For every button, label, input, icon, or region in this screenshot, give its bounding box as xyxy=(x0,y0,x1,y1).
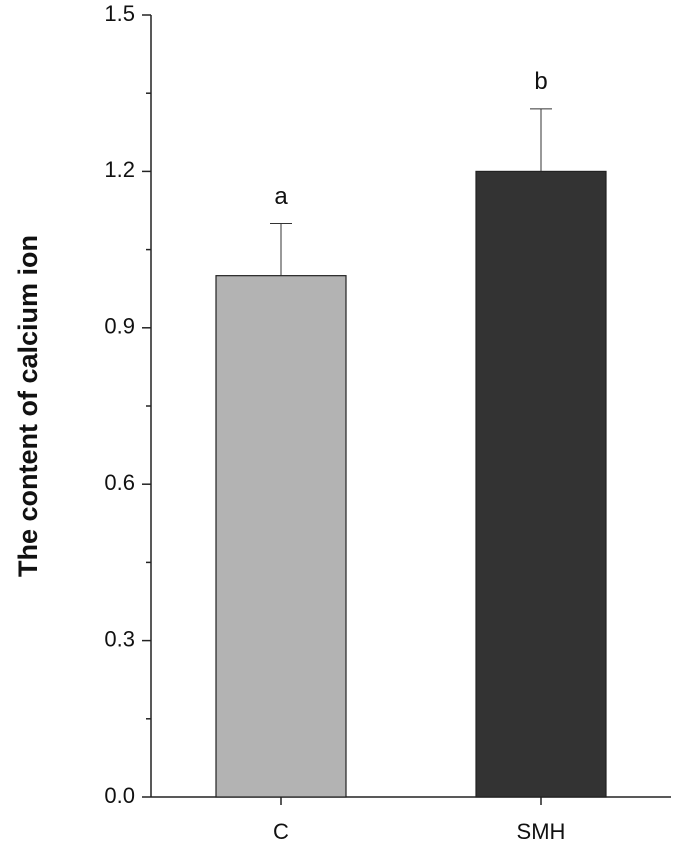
significance-letter: b xyxy=(534,68,547,95)
y-tick-label: 1.5 xyxy=(104,1,135,26)
bar xyxy=(475,170,607,798)
y-tick-label: 0.0 xyxy=(104,783,135,808)
significance-letter: a xyxy=(274,183,288,210)
y-axis-label: The content of calcium ion xyxy=(13,235,43,577)
y-tick-label: 0.3 xyxy=(104,626,135,651)
x-tick-label: C xyxy=(273,819,289,844)
y-tick-label: 0.9 xyxy=(104,314,135,339)
y-tick-label: 0.6 xyxy=(104,470,135,495)
x-tick-label: SMH xyxy=(517,819,566,844)
bar xyxy=(215,275,347,798)
y-tick-label: 1.2 xyxy=(104,157,135,182)
